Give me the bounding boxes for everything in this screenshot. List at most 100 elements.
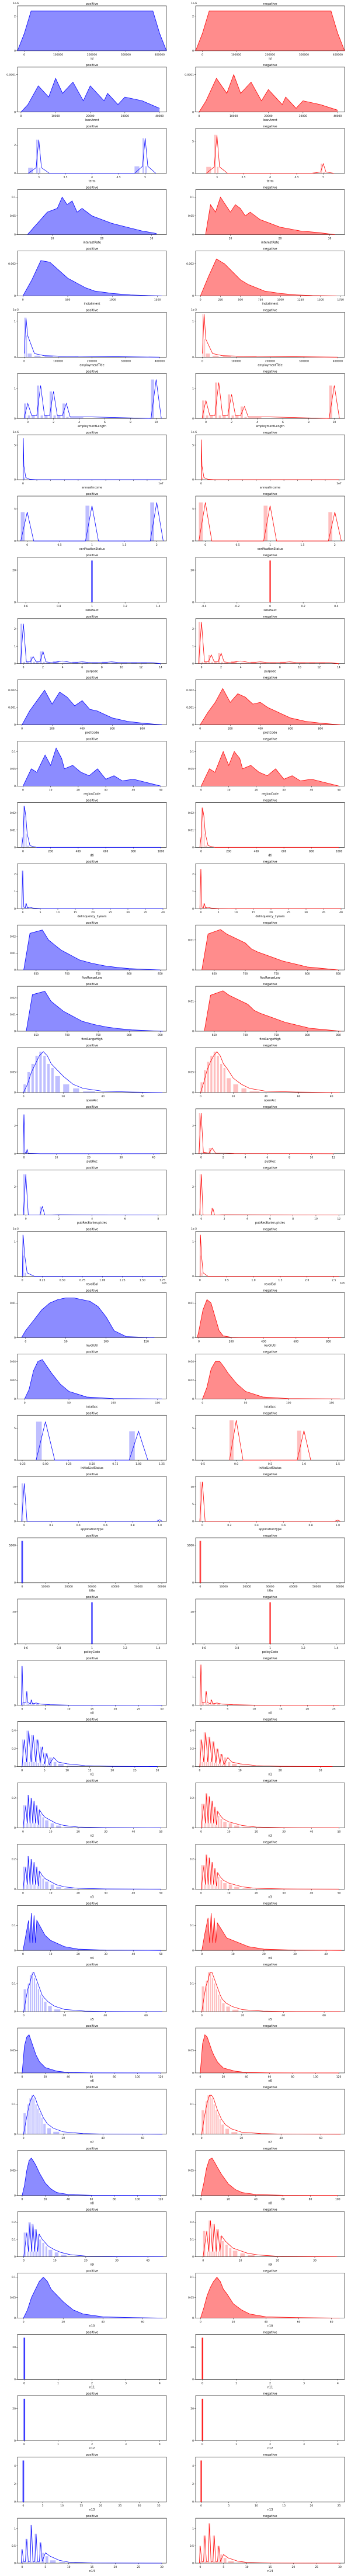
y-tick-label: 0.002 [8, 689, 16, 692]
x-tick-label: 15 [91, 1708, 94, 1711]
histogram-bar [220, 1063, 223, 1093]
x-tick-label: 4 [62, 666, 64, 670]
x-tick-label: 400000 [333, 53, 343, 57]
histogram-bar [218, 2251, 220, 2257]
x-tick-label: 0 [201, 666, 203, 670]
density-line [22, 689, 162, 725]
x-tick-label: 40 [131, 1830, 135, 1833]
histogram-bar [37, 1763, 40, 1767]
histogram-bar [220, 1880, 223, 1889]
density-line [202, 314, 338, 358]
plot-frame [17, 434, 167, 480]
histogram-bar [210, 1055, 213, 1093]
density-line [203, 2220, 338, 2257]
x-tick-label: 0 [199, 1279, 201, 1282]
histogram-bar [102, 661, 108, 664]
x-axis-label: initialListStatus [259, 1466, 281, 1470]
subplot-title: negative [263, 2453, 277, 2457]
y-tick-label: 0 [14, 2439, 16, 2443]
y-tick-label: 0.01 [188, 1000, 194, 1003]
x-tick-label: 30 [160, 2565, 164, 2569]
histogram-bar [217, 1877, 220, 1889]
x-tick-label: 100 [103, 1340, 109, 1343]
density-line [195, 11, 345, 51]
x-tick-label: 0 [201, 2137, 203, 2140]
x-axis-label: purpose [86, 670, 98, 674]
histogram-bar [50, 2560, 56, 2563]
x-tick-label: 2 [42, 666, 44, 670]
y-tick-label: 0.02 [10, 812, 16, 815]
histogram-bar [157, 1520, 159, 1522]
plot-frame [195, 1783, 345, 1828]
subplot-n10-negative: negative n10 0 20 40 60 80 0 0.05 0.1 [188, 2270, 345, 2328]
histogram-bar [54, 2009, 61, 2012]
density-fill [201, 929, 339, 970]
x-tick-label: 10 [49, 1891, 53, 1895]
x-axis-label: installment [84, 302, 100, 306]
histogram-bar [54, 2252, 59, 2257]
y-tick-label: 0 [14, 1336, 16, 1340]
y-tick-label: 0 [192, 1091, 194, 1094]
density-line [23, 1114, 160, 1154]
density-line [205, 196, 335, 235]
plot-frame [17, 1476, 167, 1522]
histogram-bar [201, 1804, 203, 1828]
x-axis-label: n0 [90, 1712, 93, 1715]
y-tick-label: 2 [14, 1124, 16, 1128]
x-tick-label: 0 [23, 1524, 25, 1527]
plot-frame [195, 802, 345, 848]
x-tick-label: 800 [309, 850, 314, 853]
density-line [23, 1795, 161, 1828]
x-tick-label: 0 [22, 1953, 24, 1956]
density-fill [21, 1298, 155, 1338]
x-tick-label: 10 [155, 421, 158, 424]
histogram-bar [213, 1703, 216, 1705]
x-tick-label: 30 [104, 1891, 107, 1895]
density-line [201, 439, 339, 480]
histogram-bar [218, 1995, 220, 2012]
x-tick-label: 1000 [277, 298, 284, 301]
histogram-bar [53, 2131, 60, 2134]
plot-frame [195, 1966, 345, 2012]
subplot-n9-negative: negative n9 0 10 20 30 0 0.1 0.2 [190, 2209, 345, 2267]
x-axis-label: employmentTitle [258, 363, 282, 367]
x-tick-label: 1.75 [159, 1279, 165, 1282]
density-line [21, 1297, 155, 1338]
histogram-bar [30, 2525, 31, 2563]
subplot-title: positive [86, 1596, 99, 1599]
subplot-pubRecBankruptcies-positive: positive pubRecBankruptcies 0 2 4 6 8 0 2 [14, 1167, 167, 1225]
x-tick-label: 0 [26, 543, 28, 547]
y-tick-label: 0 [192, 49, 194, 53]
y-tick-label: 0 [192, 417, 194, 421]
x-tick-label: 0 [21, 2075, 23, 2079]
x-tick-label: 100 [313, 2075, 318, 2079]
x-tick-label: 30000 [266, 1585, 274, 1589]
plot-frame [195, 1844, 345, 1889]
y-tick-label: 0 [14, 2010, 16, 2014]
y-tick-label: 0 [14, 1520, 16, 1524]
plot-frame [195, 1476, 345, 1522]
subplot-title: positive [86, 2, 99, 6]
density-line [23, 438, 161, 480]
histogram-bar [20, 512, 25, 541]
subplot-title: positive [86, 308, 99, 312]
x-axis-label: revolUtil [86, 1344, 98, 1347]
y-tick-label: 0 [14, 2501, 16, 2504]
y-tick-label: 5 [14, 1503, 16, 1506]
plot-frame [17, 2089, 167, 2135]
y-tick-label: 0 [14, 1704, 16, 1707]
x-axis-label: openAcc [264, 1099, 277, 1102]
subplot-verificationStatus-negative: negative verificationStatus 0 0.5 1 1.5 2 0 5 [192, 493, 345, 551]
x-tick-label: 1000 [109, 298, 116, 301]
density-fill [23, 1913, 161, 1951]
x-tick-label: 8 [101, 666, 103, 670]
x-axis-label: n8 [90, 2202, 93, 2206]
x-tick-label: 40 [265, 2320, 268, 2324]
histogram-bar [204, 1070, 206, 1093]
plot-frame [195, 2395, 345, 2441]
x-tick-label: 6 [259, 666, 261, 670]
x-tick-label: 10 [298, 666, 301, 670]
x-tick-label: 150 [155, 1401, 161, 1405]
x-tick-label: 100 [135, 2198, 140, 2201]
x-axis-label: policyCode [262, 1651, 279, 1654]
